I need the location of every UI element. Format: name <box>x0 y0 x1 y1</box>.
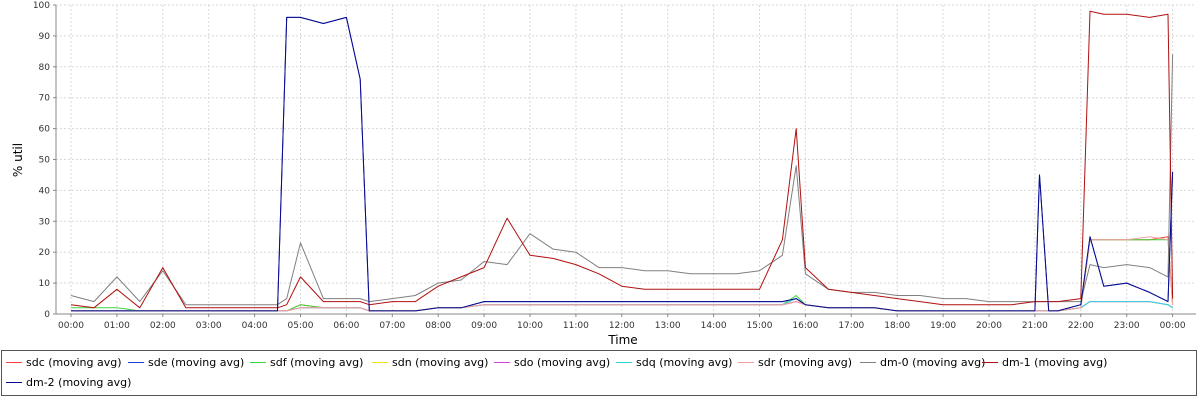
chart-legend: sdc (moving avg) sde (moving avg) sdf (mov… <box>1 350 1197 396</box>
legend-item-sdn: sdn (moving avg) <box>372 354 488 370</box>
legend-swatch <box>860 361 876 363</box>
y-tick-label: 30 <box>39 217 51 227</box>
legend-swatch <box>982 361 998 363</box>
x-tick-label: 00:00 <box>1160 321 1186 331</box>
x-tick-label: 07:00 <box>379 321 405 331</box>
x-tick-label: 12:00 <box>609 321 635 331</box>
series-line-sdr <box>71 236 1174 312</box>
legend-label: dm-0 (moving avg) <box>880 355 986 369</box>
y-axis-title: % util <box>11 143 25 177</box>
y-axis-ticks: 0 10 20 30 40 50 60 70 80 90 100 <box>33 1 56 320</box>
x-tick-label: 02:00 <box>150 321 176 331</box>
legend-item-sdc: sdc (moving avg) <box>6 354 122 370</box>
y-tick-label: 50 <box>39 156 51 166</box>
x-tick-label: 09:00 <box>471 321 497 331</box>
legend-item-sdr: sdr (moving avg) <box>738 354 852 370</box>
legend-swatch <box>372 361 388 363</box>
legend-label: sdc (moving avg) <box>26 355 122 369</box>
legend-item-sdo: sdo (moving avg) <box>494 354 610 370</box>
legend-label: sdn (moving avg) <box>392 355 489 369</box>
x-tick-label: 08:00 <box>425 321 451 331</box>
legend-item-dm-1: dm-1 (moving avg) <box>982 354 1107 370</box>
legend-label: dm-2 (moving avg) <box>26 375 132 389</box>
x-tick-label: 00:00 <box>58 321 84 331</box>
legend-swatch <box>494 361 510 363</box>
legend-item-dm-2: dm-2 (moving avg) <box>6 374 131 390</box>
legend-item-sde: sde (moving avg) <box>128 354 244 370</box>
legend-label: sde (moving avg) <box>148 355 245 369</box>
x-tick-label: 13:00 <box>655 321 681 331</box>
legend-label: sdo (moving avg) <box>514 355 611 369</box>
x-tick-label: 10:00 <box>517 321 543 331</box>
x-tick-label: 21:00 <box>1022 321 1048 331</box>
x-axis-ticks: 00:00 01:00 02:00 03:00 04:00 05:00 06:00 07:00… <box>58 314 1186 331</box>
x-tick-label: 05:00 <box>288 321 314 331</box>
x-tick-label: 18:00 <box>884 321 910 331</box>
x-tick-label: 14:00 <box>701 321 727 331</box>
legend-label: sdq (moving avg) <box>636 355 733 369</box>
legend-label: dm-1 (moving avg) <box>1002 355 1108 369</box>
series-line-dm-2 <box>71 16 1174 312</box>
x-tick-label: 11:00 <box>563 321 589 331</box>
x-tick-label: 01:00 <box>104 321 130 331</box>
legend-swatch <box>738 361 754 363</box>
x-tick-label: 19:00 <box>930 321 956 331</box>
y-tick-label: 60 <box>39 125 51 135</box>
y-tick-label: 40 <box>39 186 51 196</box>
series-lines <box>70 10 1174 312</box>
y-tick-label: 0 <box>44 310 50 320</box>
legend-swatch <box>250 361 266 363</box>
y-tick-label: 90 <box>39 32 51 42</box>
y-tick-label: 10 <box>39 279 51 289</box>
x-tick-label: 06:00 <box>333 321 359 331</box>
legend-label: sdr (moving avg) <box>758 355 853 369</box>
y-tick-label: 70 <box>39 94 51 104</box>
y-tick-label: 20 <box>39 248 51 258</box>
x-tick-label: 03:00 <box>196 321 222 331</box>
y-tick-label: 80 <box>39 63 51 73</box>
legend-swatch <box>128 361 144 363</box>
legend-item-dm-0: dm-0 (moving avg) <box>860 354 985 370</box>
grid-lines <box>56 4 1196 315</box>
legend-swatch <box>616 361 632 363</box>
legend-label: sdf (moving avg) <box>270 355 364 369</box>
legend-swatch <box>6 381 22 383</box>
x-tick-label: 20:00 <box>976 321 1002 331</box>
x-tick-label: 22:00 <box>1068 321 1094 331</box>
x-tick-label: 15:00 <box>747 321 773 331</box>
y-tick-label: 100 <box>33 1 50 11</box>
x-tick-label: 23:00 <box>1114 321 1140 331</box>
x-tick-label: 17:00 <box>838 321 864 331</box>
x-tick-label: 16:00 <box>792 321 818 331</box>
x-tick-label: 04:00 <box>242 321 268 331</box>
series-line-dm-1 <box>70 10 1174 309</box>
legend-swatch <box>6 361 22 363</box>
legend-item-sdf: sdf (moving avg) <box>250 354 363 370</box>
x-axis-title: Time <box>607 333 637 347</box>
legend-item-sdq: sdq (moving avg) <box>616 354 732 370</box>
